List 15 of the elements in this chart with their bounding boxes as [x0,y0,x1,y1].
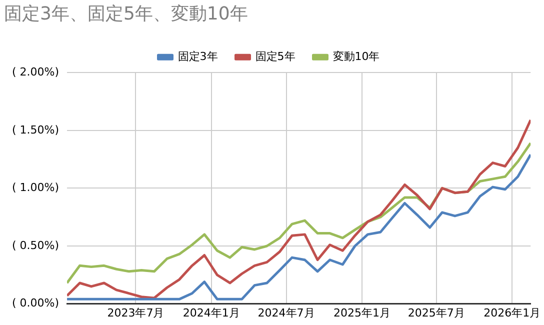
y-tick-label: ( 0.50%) [12,238,60,252]
x-tick-label: 2024年7月 [258,306,315,320]
x-tick-label: 2025年1月 [333,306,390,320]
x-tick-label: 2025年7月 [408,306,465,320]
legend-label: 固定5年 [255,50,296,63]
y-tick-label: ( 1.50%) [12,123,60,136]
legend-label: 固定3年 [178,50,218,63]
y-tick-label: ( 1.00%) [12,181,60,194]
x-tick-label: 2024年1月 [182,306,240,320]
x-tick-label: 2023年7月 [107,306,164,320]
y-tick-label: ( 0.00%) [12,296,60,310]
chart-title: 固定3年、固定5年、変動10年 [4,3,248,24]
legend-label: 変動10年 [332,50,380,63]
y-tick-label: ( 2.00%) [12,65,60,78]
x-tick-label: 2026年1月 [484,306,541,320]
